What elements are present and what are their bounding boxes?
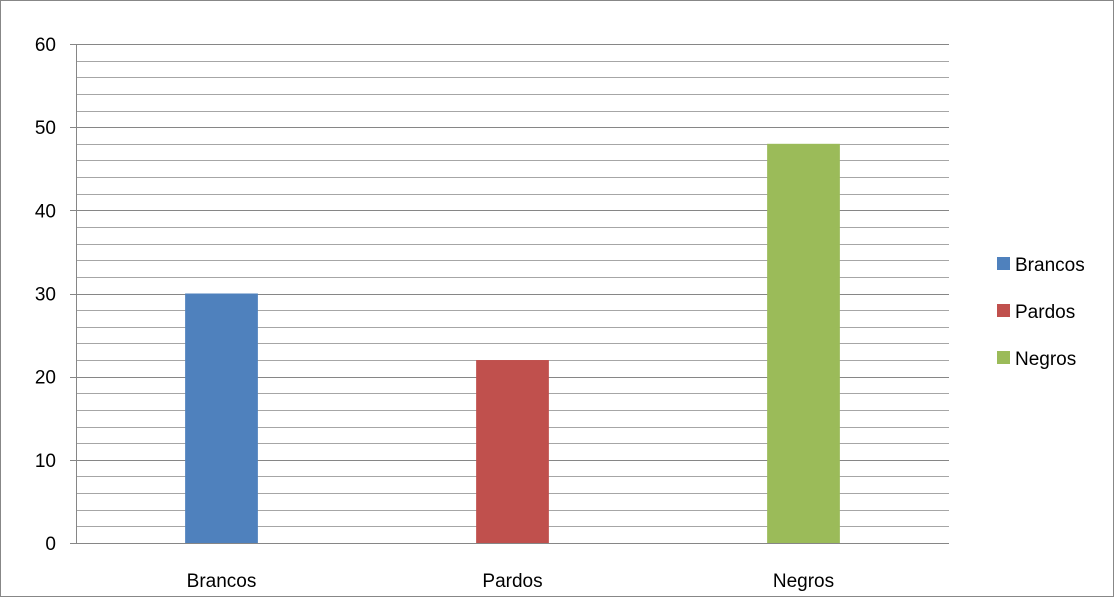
bar-pardos [476, 360, 549, 543]
y-tick-label: 40 [35, 201, 56, 222]
y-tick-label: 60 [35, 35, 56, 56]
legend-swatch-negros [997, 351, 1010, 364]
x-category-label: Negros [773, 571, 834, 592]
y-tick-label: 20 [35, 368, 56, 389]
y-tick-labels: 0 10 20 30 40 50 60 [35, 35, 76, 555]
bar-brancos [185, 293, 258, 543]
legend-label: Brancos [1015, 255, 1085, 276]
legend-label: Pardos [1015, 302, 1075, 323]
y-tick-label: 0 [45, 534, 56, 555]
bars [185, 143, 840, 544]
bar-negros [767, 143, 840, 544]
x-category-labels: Brancos Pardos Negros [187, 571, 834, 592]
legend: Brancos Pardos Negros [997, 255, 1085, 370]
y-tick-label: 50 [35, 118, 56, 139]
y-tick-label: 30 [35, 285, 56, 306]
y-tick-label: 10 [35, 451, 56, 472]
legend-swatch-pardos [997, 304, 1010, 317]
x-category-label: Pardos [482, 571, 542, 592]
x-category-label: Brancos [187, 571, 257, 592]
axes [76, 44, 949, 544]
legend-label: Negros [1015, 349, 1076, 370]
legend-swatch-brancos [997, 257, 1010, 270]
